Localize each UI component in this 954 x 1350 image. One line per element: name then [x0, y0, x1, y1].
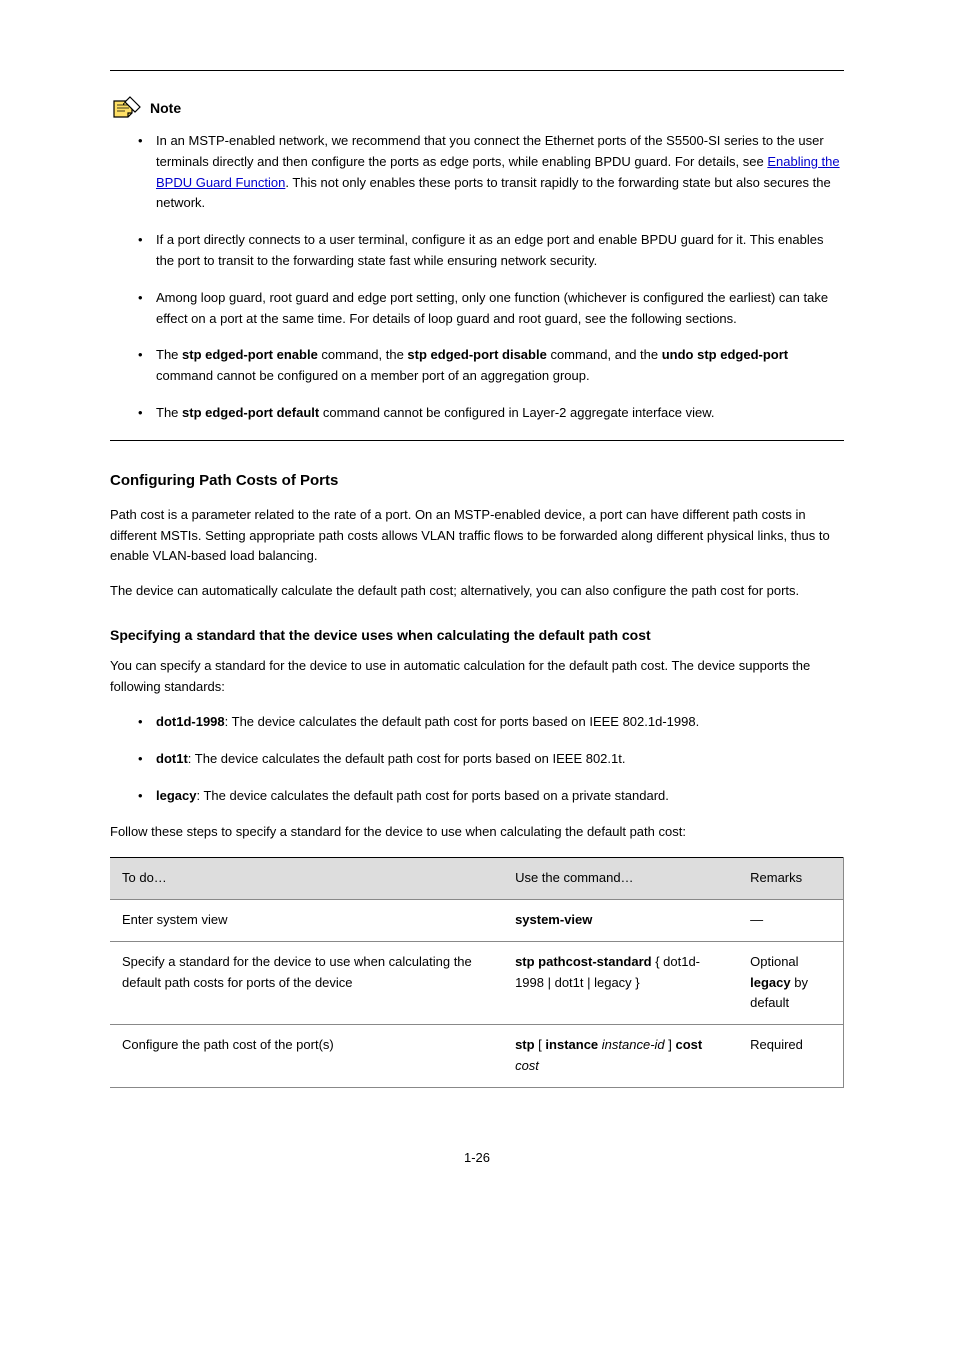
follow-text: Follow these steps to specify a standard… [110, 822, 844, 843]
th-2: Remarks [738, 858, 843, 900]
th-0: To do… [110, 858, 503, 900]
page-number: 1-26 [110, 1148, 844, 1169]
note-bullet-4-b1: stp edged-port default [182, 405, 319, 420]
section-heading: Configuring Path Costs of Ports [110, 469, 844, 493]
standards-list: dot1d-1998: The device calculates the de… [138, 712, 844, 806]
note-bullet-3-b3: undo stp edged-port [662, 347, 788, 362]
standard-2-bold: legacy [156, 788, 196, 803]
cell-1-1-bold: stp pathcost-standard [515, 954, 652, 969]
note-block: Note In an MSTP-enabled network, we reco… [110, 95, 844, 424]
table-row: Enter system view system-view — [110, 899, 844, 941]
note-bullet-4-post: command cannot be configured in Layer-2 … [319, 405, 714, 420]
note-bullet-3-m2: command, and the [547, 347, 662, 362]
standard-0-rest: : The device calculates the default path… [225, 714, 700, 729]
cell-2-1-b1: stp [515, 1037, 535, 1052]
note-bullet-3: The stp edged-port enable command, the s… [138, 345, 844, 387]
cell-1-1: stp pathcost-standard { dot1d-1998 | dot… [503, 941, 738, 1024]
cell-2-1-i2: cost [515, 1058, 539, 1073]
note-bullet-3-post: command cannot be configured on a member… [156, 368, 590, 383]
top-rule [110, 70, 844, 71]
sub-heading: Specifying a standard that the device us… [110, 624, 844, 646]
standard-2-rest: : The device calculates the default path… [196, 788, 668, 803]
note-bullet-1-text: If a port directly connects to a user te… [156, 232, 823, 268]
cell-1-0: Specify a standard for the device to use… [110, 941, 503, 1024]
note-label: Note [150, 97, 181, 119]
note-bullet-3-m1: command, the [318, 347, 408, 362]
para-3: You can specify a standard for the devic… [110, 656, 844, 698]
table-row: Configure the path cost of the port(s) s… [110, 1025, 844, 1088]
standard-1-rest: : The device calculates the default path… [188, 751, 626, 766]
note-bullet-0: In an MSTP-enabled network, we recommend… [138, 131, 844, 214]
note-header: Note [110, 95, 844, 121]
table-header-row: To do… Use the command… Remarks [110, 858, 844, 900]
standard-1-bold: dot1t [156, 751, 188, 766]
para-1: Path cost is a parameter related to the … [110, 505, 844, 567]
cell-2-1-m3: ] [665, 1037, 676, 1052]
cell-2-1-b3: cost [676, 1037, 703, 1052]
note-bullet-3-b1: stp edged-port enable [182, 347, 318, 362]
cell-1-2-line2: legacy by default [750, 973, 831, 1015]
cell-2-0: Configure the path cost of the port(s) [110, 1025, 503, 1088]
cell-0-2: — [738, 899, 843, 941]
standard-0-bold: dot1d-1998 [156, 714, 225, 729]
table-row: Specify a standard for the device to use… [110, 941, 844, 1024]
cell-1-2-bold: legacy [750, 975, 790, 990]
note-bullet-4: The stp edged-port default command canno… [138, 403, 844, 424]
cell-1-2: Optional legacy by default [738, 941, 843, 1024]
note-bullets: In an MSTP-enabled network, we recommend… [138, 131, 844, 424]
note-end-rule [110, 440, 844, 441]
standard-item-2: legacy: The device calculates the defaul… [138, 786, 844, 807]
note-bullet-3-pre: The [156, 347, 182, 362]
cell-0-0: Enter system view [110, 899, 503, 941]
note-bullet-3-b2: stp edged-port disable [407, 347, 546, 362]
standard-item-0: dot1d-1998: The device calculates the de… [138, 712, 844, 733]
para-2: The device can automatically calculate t… [110, 581, 844, 602]
th-1: Use the command… [503, 858, 738, 900]
note-bullet-2: Among loop guard, root guard and edge po… [138, 288, 844, 330]
cell-2-1-b2: instance [545, 1037, 598, 1052]
note-icon [110, 95, 144, 121]
cell-2-1-m1: [ [535, 1037, 546, 1052]
cell-2-1-i1: instance-id [602, 1037, 665, 1052]
note-bullet-1: If a port directly connects to a user te… [138, 230, 844, 272]
note-bullet-0-pre: In an MSTP-enabled network, we recommend… [156, 133, 824, 169]
cell-0-1-bold: system-view [515, 912, 592, 927]
cell-1-2-line1: Optional [750, 952, 831, 973]
config-table: To do… Use the command… Remarks Enter sy… [110, 857, 844, 1088]
standard-item-1: dot1t: The device calculates the default… [138, 749, 844, 770]
cell-2-2: Required [738, 1025, 843, 1088]
note-bullet-4-pre: The [156, 405, 182, 420]
cell-0-1: system-view [503, 899, 738, 941]
note-bullet-2-text: Among loop guard, root guard and edge po… [156, 290, 828, 326]
cell-2-1: stp [ instance instance-id ] cost cost [503, 1025, 738, 1088]
